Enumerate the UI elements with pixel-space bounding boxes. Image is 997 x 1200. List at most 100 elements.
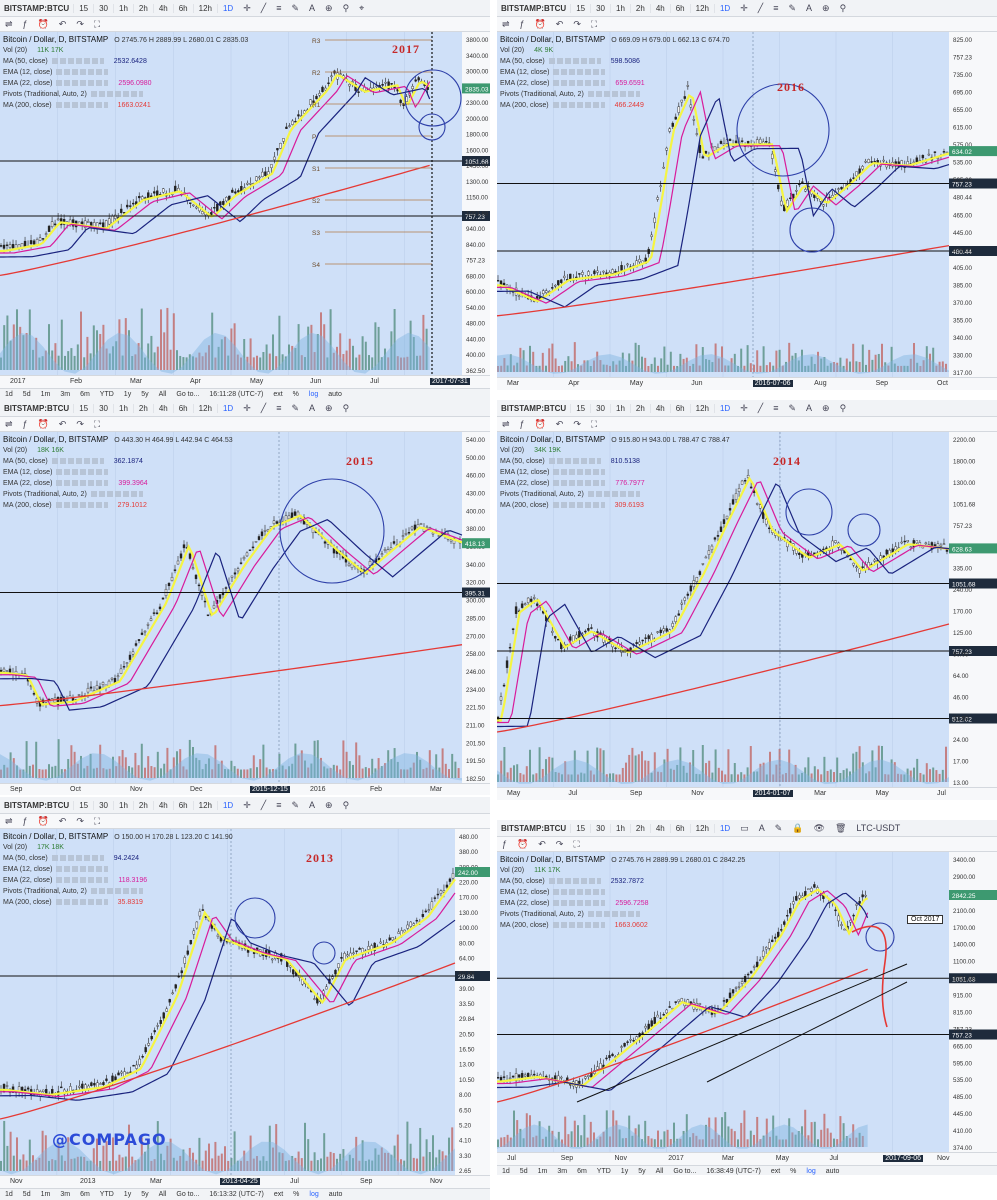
range-button[interactable]: 3m bbox=[60, 1191, 71, 1198]
range-button[interactable]: 6m bbox=[80, 1191, 90, 1198]
settings-boxes[interactable] bbox=[55, 899, 108, 906]
range-button[interactable]: auto bbox=[825, 1168, 840, 1175]
fullscreen-icon[interactable]: ⛶ bbox=[590, 18, 598, 29]
measure-icon[interactable]: ⊕ bbox=[822, 402, 830, 413]
text-icon[interactable]: A bbox=[758, 823, 765, 833]
trendline-icon[interactable]: ╱ bbox=[260, 799, 267, 810]
fullscreen-icon[interactable]: ⛶ bbox=[573, 838, 580, 849]
tf-15[interactable]: 15 bbox=[73, 403, 93, 413]
range-button[interactable]: Go to... bbox=[176, 1191, 200, 1198]
settings-boxes[interactable] bbox=[90, 91, 143, 98]
cursor-icon[interactable]: ✛ bbox=[243, 2, 251, 13]
tf-1d[interactable]: 1D bbox=[713, 823, 735, 833]
trendline-icon[interactable]: ╱ bbox=[757, 2, 764, 13]
undo-icon[interactable]: ↶ bbox=[538, 838, 546, 849]
rectangle-icon[interactable]: ▭ bbox=[740, 822, 749, 833]
redo-icon[interactable]: ↷ bbox=[573, 18, 581, 29]
range-button[interactable]: 1d bbox=[5, 1191, 13, 1198]
brush-icon[interactable]: ✎ bbox=[788, 402, 796, 413]
undo-icon[interactable]: ↶ bbox=[555, 18, 564, 29]
range-button[interactable]: 16:11:28 (UTC-7) bbox=[209, 391, 264, 398]
tf-4h[interactable]: 4h bbox=[649, 3, 670, 13]
range-button[interactable]: Go to... bbox=[673, 1168, 697, 1175]
magnet-icon[interactable]: ⌖ bbox=[359, 2, 365, 13]
compare-icon[interactable]: ⇌ bbox=[5, 418, 13, 429]
range-button[interactable]: 1m bbox=[40, 391, 51, 398]
tf-1h[interactable]: 1h bbox=[113, 800, 133, 810]
settings-boxes[interactable] bbox=[56, 469, 109, 476]
fib-icon[interactable]: ≡ bbox=[276, 3, 282, 13]
fullscreen-icon[interactable]: ⛶ bbox=[93, 18, 101, 29]
range-button[interactable]: 1y bbox=[620, 1168, 629, 1175]
range-button[interactable]: log bbox=[309, 1191, 319, 1198]
settings-boxes[interactable] bbox=[51, 458, 104, 465]
alert-icon[interactable]: ⏰ bbox=[517, 838, 529, 849]
symbol-input[interactable]: BITSTAMP:BTCU bbox=[4, 3, 70, 13]
indicators-icon[interactable]: ƒ bbox=[519, 19, 525, 29]
settings-boxes[interactable] bbox=[553, 900, 606, 907]
settings-boxes[interactable] bbox=[56, 480, 109, 487]
settings-boxes[interactable] bbox=[90, 888, 143, 895]
tf-12h[interactable]: 12h bbox=[192, 403, 217, 413]
tf-30[interactable]: 30 bbox=[590, 823, 610, 833]
tf-6h[interactable]: 6h bbox=[669, 403, 690, 413]
tf-1d[interactable]: 1D bbox=[713, 403, 735, 413]
range-button[interactable]: 1d bbox=[5, 391, 13, 398]
plot-area[interactable]: 1051.68757.233400.002900.002500.002100.0… bbox=[497, 852, 997, 1152]
tf-30[interactable]: 30 bbox=[93, 800, 113, 810]
tf-4h[interactable]: 4h bbox=[152, 403, 173, 413]
tf-6h[interactable]: 6h bbox=[669, 823, 690, 833]
plot-area[interactable]: 757.23 480.44 825.00 757.23 735.00 695.00 655.… bbox=[497, 32, 997, 377]
range-button[interactable]: 3m bbox=[60, 391, 71, 398]
fullscreen-icon[interactable]: ⛶ bbox=[590, 418, 598, 429]
indicators-icon[interactable]: ƒ bbox=[22, 419, 28, 429]
brush-icon[interactable]: ✎ bbox=[788, 2, 796, 13]
settings-boxes[interactable] bbox=[56, 877, 109, 884]
tf-1d[interactable]: 1D bbox=[713, 3, 735, 13]
plot-area[interactable]: 1051.68757.233800.003400.003000.002600.0… bbox=[0, 32, 490, 375]
range-button[interactable]: 1m bbox=[40, 1191, 51, 1198]
zoom-icon[interactable]: ⚲ bbox=[342, 799, 350, 810]
range-button[interactable]: YTD bbox=[99, 391, 114, 398]
settings-boxes[interactable] bbox=[587, 491, 640, 498]
tf-15[interactable]: 15 bbox=[570, 403, 590, 413]
tf-1d[interactable]: 1D bbox=[216, 3, 238, 13]
tf-1d[interactable]: 1D bbox=[216, 800, 238, 810]
settings-boxes[interactable] bbox=[552, 922, 605, 929]
indicators-icon[interactable]: ƒ bbox=[502, 839, 508, 849]
range-button[interactable]: auto bbox=[328, 1191, 343, 1198]
fib-icon[interactable]: ≡ bbox=[773, 3, 779, 13]
tf-2h[interactable]: 2h bbox=[132, 3, 153, 13]
undo-icon[interactable]: ↶ bbox=[555, 418, 564, 429]
lock-icon[interactable]: 🔒 bbox=[792, 822, 804, 833]
trendline-icon[interactable]: ╱ bbox=[260, 2, 267, 13]
range-button[interactable]: 5d bbox=[22, 391, 31, 398]
settings-boxes[interactable] bbox=[56, 80, 109, 87]
plot-area[interactable]: 395.31 540.00 500.00 460.00 430.00 400.00 380.… bbox=[0, 432, 490, 783]
symbol-input[interactable]: BITSTAMP:BTCU bbox=[4, 403, 70, 413]
range-button[interactable]: % bbox=[293, 1191, 300, 1198]
range-button[interactable]: 5y bbox=[141, 391, 149, 398]
text-icon[interactable]: A bbox=[309, 800, 316, 810]
alert-icon[interactable]: ⏰ bbox=[37, 815, 49, 826]
range-button[interactable]: 1y bbox=[123, 391, 132, 398]
zoom-icon[interactable]: ⚲ bbox=[342, 2, 350, 13]
tf-4h[interactable]: 4h bbox=[649, 403, 670, 413]
zoom-icon[interactable]: ⚲ bbox=[839, 402, 847, 413]
tf-6h[interactable]: 6h bbox=[172, 800, 193, 810]
tf-30[interactable]: 30 bbox=[93, 403, 113, 413]
compare-icon[interactable]: ⇌ bbox=[5, 815, 13, 826]
tf-2h[interactable]: 2h bbox=[629, 403, 650, 413]
text-icon[interactable]: A bbox=[806, 3, 813, 13]
tf-1d[interactable]: 1D bbox=[216, 403, 238, 413]
indicators-icon[interactable]: ƒ bbox=[22, 19, 28, 29]
tf-30[interactable]: 30 bbox=[590, 403, 610, 413]
tf-15[interactable]: 15 bbox=[73, 3, 93, 13]
zoom-icon[interactable]: ⚲ bbox=[839, 2, 847, 13]
symbol-input[interactable]: BITSTAMP:BTCU bbox=[501, 823, 567, 833]
redo-icon[interactable]: ↷ bbox=[76, 18, 84, 29]
range-button[interactable]: 5d bbox=[22, 1191, 31, 1198]
symbol-input[interactable]: BITSTAMP:BTCU bbox=[501, 3, 567, 13]
redo-icon[interactable]: ↷ bbox=[76, 815, 84, 826]
compare-icon[interactable]: ⇌ bbox=[502, 418, 510, 429]
